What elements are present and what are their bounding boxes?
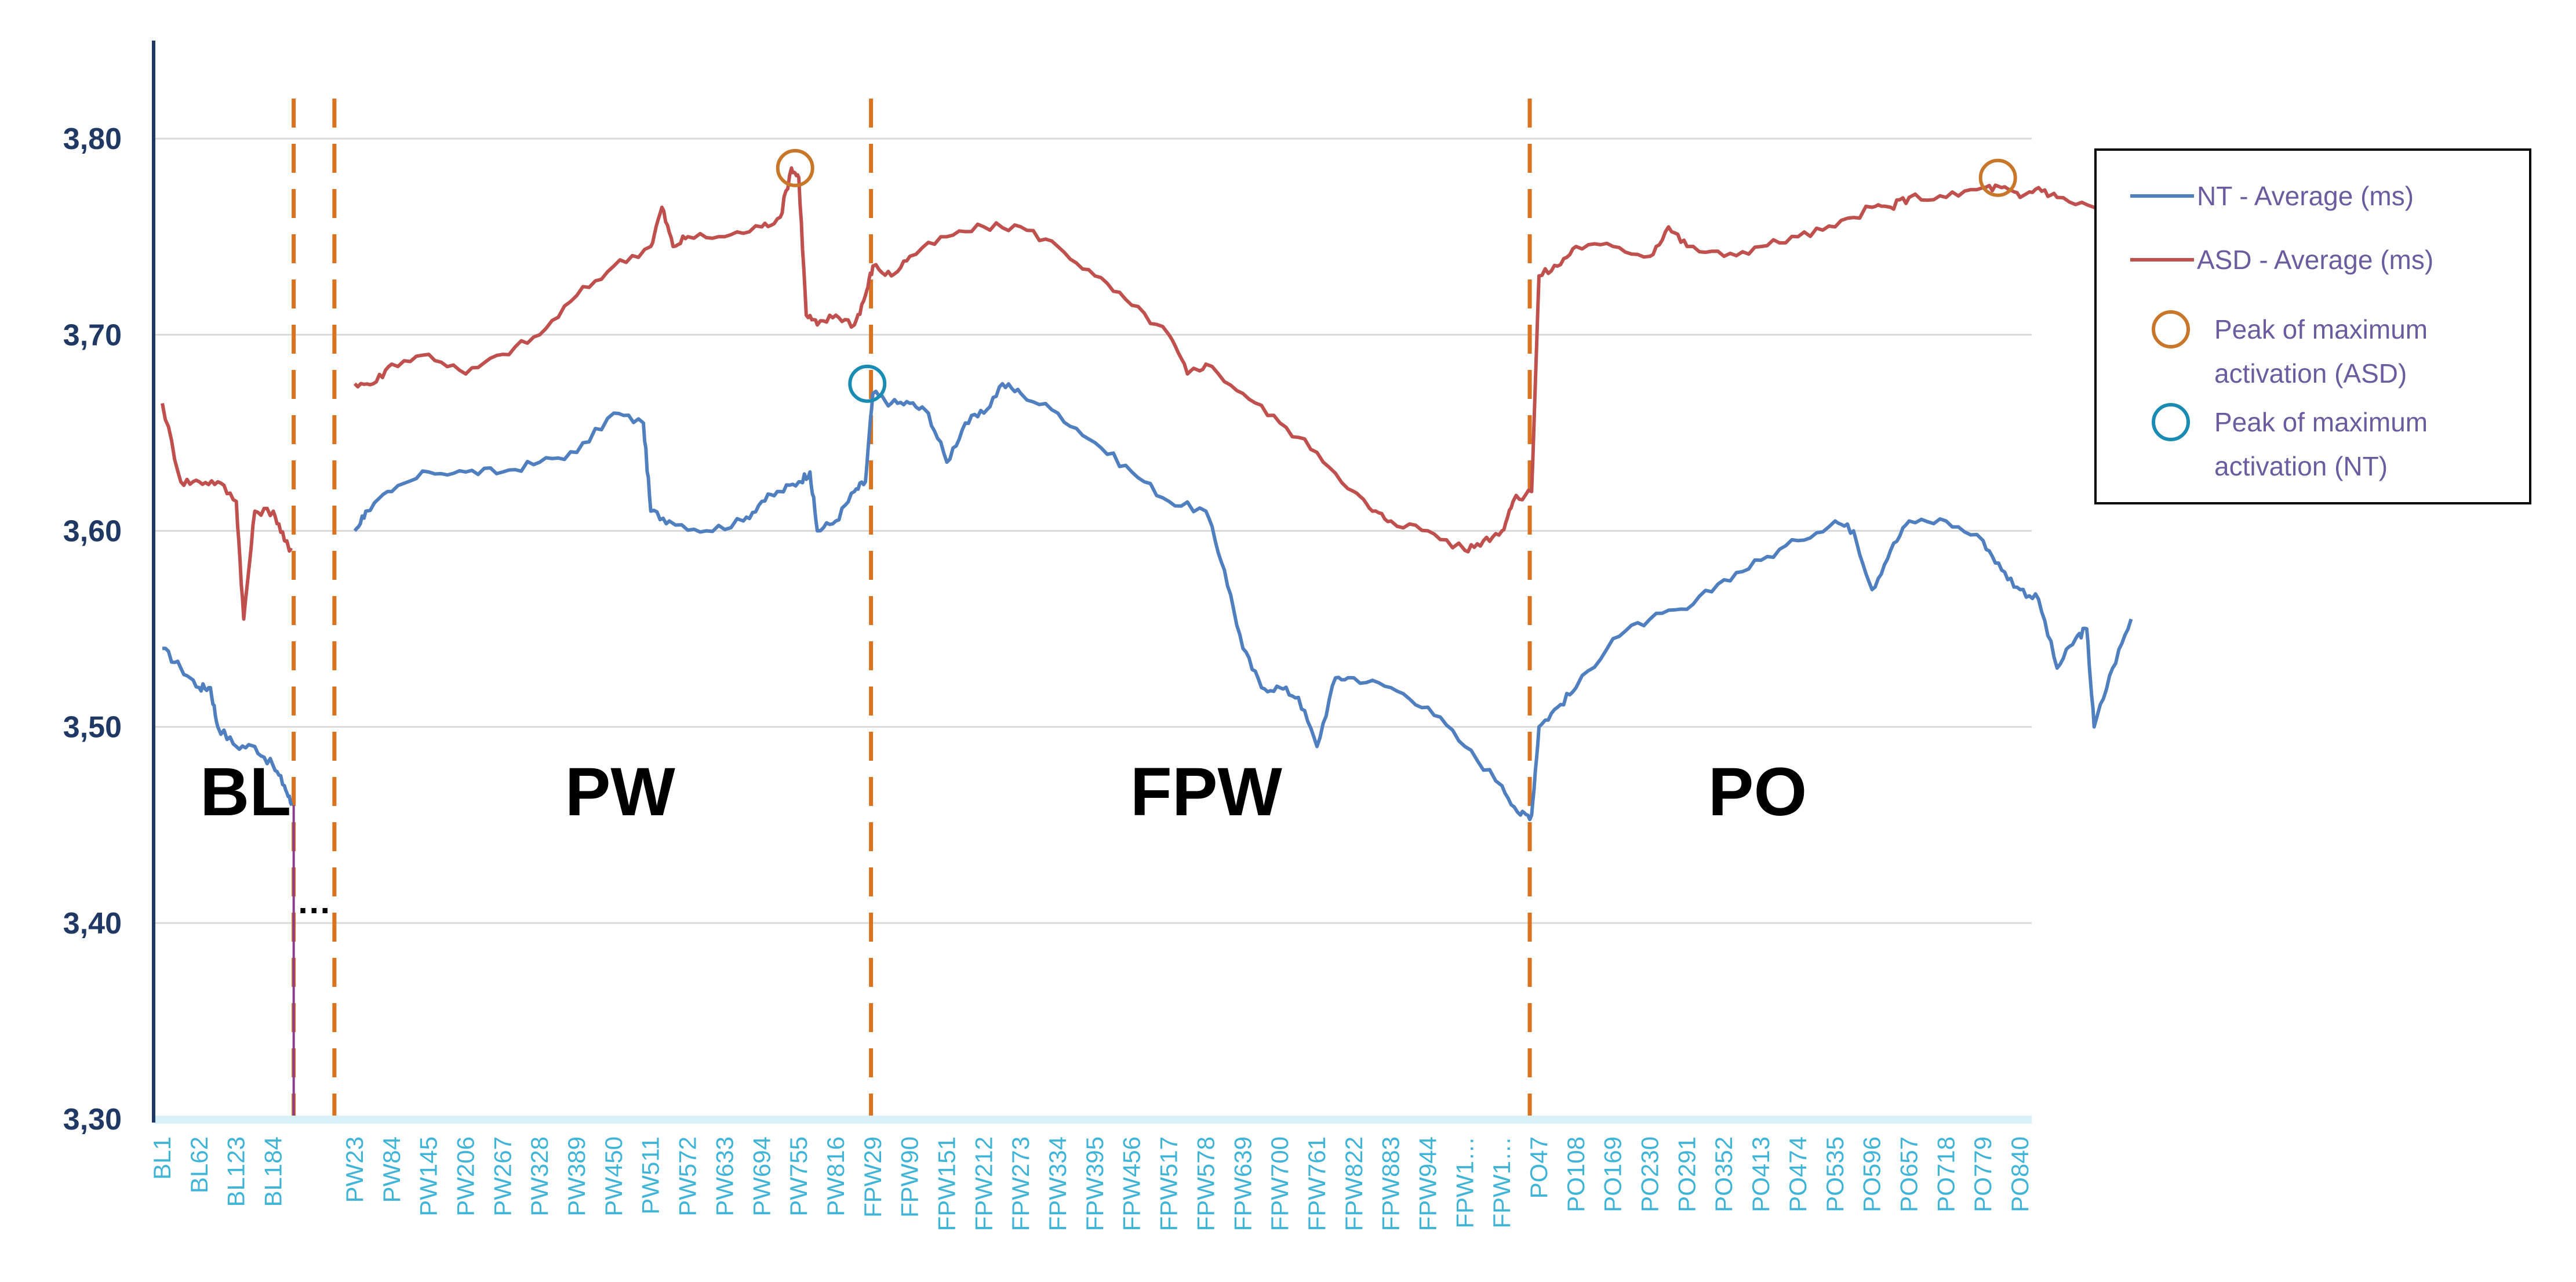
y-tick-label: 3,30 (63, 1103, 122, 1136)
phase-labels: BL PW FPW PO … (200, 754, 1807, 921)
x-tick-label: FPW578 (1192, 1136, 1219, 1231)
x-tick-label: FPW151 (933, 1136, 960, 1231)
x-tick-label: PW633 (711, 1136, 738, 1216)
x-tick-label: PW145 (415, 1136, 442, 1216)
x-tick-label: FPW395 (1081, 1136, 1108, 1231)
x-tick-label: PW267 (489, 1136, 516, 1216)
phase-label-bl: BL (200, 754, 291, 830)
x-tick-label: FPW212 (970, 1136, 997, 1231)
y-tick-label: 3,70 (63, 318, 122, 352)
series-line-asd (161, 166, 2133, 621)
x-tick-label: FPW944 (1414, 1136, 1442, 1231)
phase-label-po: PO (1708, 754, 1807, 830)
legend-box (2094, 148, 2531, 504)
phase-dividers (292, 99, 1532, 1119)
x-tick-label: PO47 (1525, 1136, 1552, 1199)
x-tick-label: FPW90 (896, 1136, 923, 1218)
legend-swatch-circle (2152, 310, 2190, 348)
x-tick-label: PW84 (378, 1136, 405, 1203)
x-tick-label: PO413 (1747, 1136, 1774, 1212)
x-tick-label: PO291 (1673, 1136, 1700, 1212)
x-tick-label: FPW700 (1266, 1136, 1293, 1231)
x-tick-label: PW23 (341, 1136, 368, 1203)
x-tick-label: PO108 (1562, 1136, 1589, 1212)
x-tick-label: FPW273 (1007, 1136, 1034, 1231)
x-tick-label: PW511 (637, 1136, 664, 1215)
legend-label-line: activation (ASD) (2214, 358, 2407, 388)
y-tick-label: 3,50 (63, 711, 122, 744)
x-tick-label: PW572 (674, 1136, 701, 1216)
legend-label: NT - Average (ms) (2197, 181, 2414, 211)
x-tick-label: PW755 (785, 1136, 812, 1216)
x-tick-label: FPW29 (859, 1136, 886, 1218)
legend-label: ASD - Average (ms) (2197, 245, 2433, 275)
x-tick-label: FPW1… (1488, 1136, 1515, 1229)
x-tick-label: BL62 (185, 1136, 213, 1193)
x-tick-label: PO169 (1599, 1136, 1627, 1212)
phase-label-pw: PW (565, 754, 676, 830)
legend-swatch-circle (2152, 403, 2190, 441)
legend-label-line: Peak of maximum (2214, 407, 2428, 437)
x-tick-label: FPW517 (1155, 1136, 1183, 1231)
legend: NT - Average (ms) ASD - Average (ms) Peak … (2094, 148, 2531, 504)
x-tick-label: BL1 (148, 1136, 176, 1180)
x-tick-labels: BL1 BL62 BL123 BL184 PW23 PW84 PW145 PW206 PW267… (148, 1136, 2033, 1231)
legend-label: Peak of maximum activation (NT) (2214, 407, 2428, 481)
peak-marker (1978, 158, 2017, 197)
x-tick-label: FPW639 (1229, 1136, 1256, 1231)
y-tick-label: 3,60 (63, 514, 122, 548)
series-lines (161, 166, 2133, 822)
x-tick-label: BL123 (223, 1136, 250, 1207)
x-tick-label: PW328 (526, 1136, 553, 1216)
y-tick-label: 3,80 (63, 122, 122, 156)
x-tick-label: PW694 (748, 1136, 775, 1216)
x-tick-label: PO230 (1636, 1136, 1664, 1212)
x-tick-label: PW450 (600, 1136, 627, 1216)
legend-label: Peak of maximum activation (ASD) (2214, 314, 2428, 388)
x-tick-label: PO657 (1895, 1136, 1923, 1212)
x-tick-label: PO779 (1969, 1136, 1996, 1212)
y-tick-label: 3,40 (63, 907, 122, 940)
gap-ellipsis: … (297, 882, 332, 921)
x-tick-label: PW816 (822, 1136, 849, 1216)
phase-label-fpw: FPW (1130, 754, 1283, 830)
x-tick-label: PO474 (1784, 1136, 1811, 1212)
x-tick-label: FPW1… (1451, 1136, 1478, 1229)
legend-label-line: activation (NT) (2214, 451, 2388, 481)
x-tick-label: PW206 (452, 1136, 479, 1216)
x-tick-label: FPW883 (1377, 1136, 1405, 1231)
series-line-nt (162, 382, 2133, 822)
x-tick-label: FPW456 (1118, 1136, 1145, 1231)
x-tick-label: PO596 (1858, 1136, 1886, 1212)
x-tick-label: FPW334 (1044, 1136, 1071, 1231)
legend-label-line: Peak of maximum (2214, 314, 2428, 344)
x-tick-label: FPW822 (1340, 1136, 1367, 1231)
gridlines (154, 137, 2032, 1120)
peak-markers (776, 148, 2017, 403)
x-tick-label: PO535 (1821, 1136, 1849, 1212)
x-tick-label: FPW761 (1303, 1136, 1330, 1231)
peak-marker (776, 148, 814, 187)
x-tick-label: PO840 (2006, 1136, 2033, 1212)
peak-marker (848, 364, 887, 403)
axes (152, 41, 2032, 1124)
x-tick-label: PW389 (563, 1136, 590, 1216)
x-tick-label: PO718 (1932, 1136, 1959, 1212)
x-axis-band (154, 1116, 2032, 1124)
x-tick-label: BL184 (260, 1136, 287, 1207)
y-tick-labels: 3,30 3,40 3,50 3,60 3,70 3,80 (63, 122, 122, 1136)
x-tick-label: PO352 (1710, 1136, 1737, 1212)
